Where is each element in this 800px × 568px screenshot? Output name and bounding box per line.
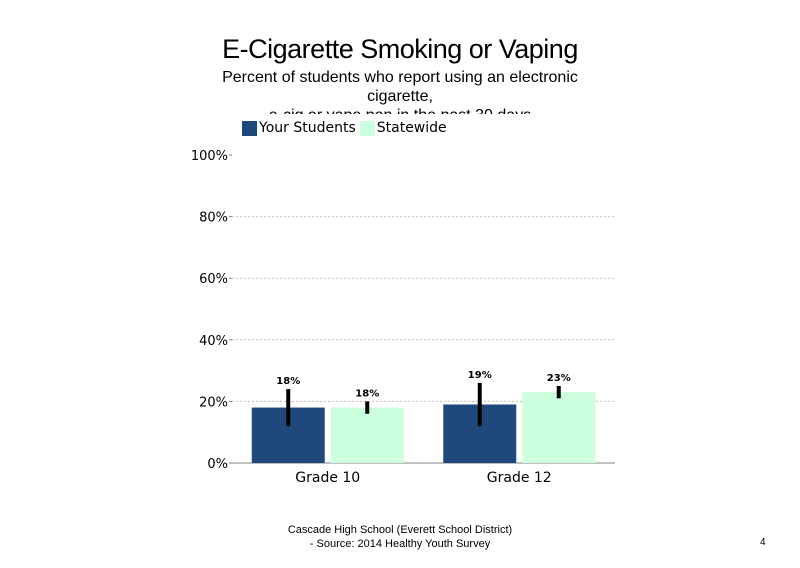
legend-label: Your Students: [259, 120, 356, 136]
x-tick-label: Grade 12: [487, 470, 552, 486]
chart-legend: Your Students Statewide: [242, 119, 451, 137]
subtitle-line: cigarette,: [367, 88, 433, 105]
chart-subtitle: Percent of students who report using an …: [210, 68, 590, 114]
data-label: 23%: [547, 373, 571, 384]
y-tick-label: 60%: [199, 272, 228, 287]
page-number: 4: [760, 537, 766, 548]
bar: [522, 392, 596, 463]
data-label: 18%: [276, 376, 300, 387]
data-label: 19%: [468, 370, 492, 381]
data-label: 18%: [355, 388, 379, 399]
legend-item-your-students: Your Students: [242, 120, 356, 136]
footer-line: - Source: 2014 Healthy Youth Survey: [309, 538, 491, 550]
chart-title: E-Cigarette Smoking or Vaping: [222, 34, 578, 64]
legend-swatch: [242, 120, 257, 136]
bar: [330, 407, 404, 463]
legend-item-statewide: Statewide: [359, 120, 447, 136]
y-tick-label: 40%: [199, 334, 228, 349]
y-tick-label: 100%: [191, 149, 228, 164]
y-tick-label: 20%: [199, 395, 228, 410]
y-tick-label: 0%: [207, 457, 228, 472]
y-tick-label: 80%: [199, 211, 228, 226]
legend-label: Statewide: [376, 120, 447, 136]
subtitle-line: e-cig or vape pen in the past 30 days: [210, 106, 590, 114]
source-footer: Cascade High School (Everett School Dist…: [200, 523, 600, 551]
x-tick-label: Grade 10: [295, 470, 360, 486]
subtitle-line: Percent of students who report using an …: [222, 69, 578, 86]
legend-swatch: [359, 120, 375, 136]
footer-line: Cascade High School (Everett School Dist…: [287, 524, 513, 536]
